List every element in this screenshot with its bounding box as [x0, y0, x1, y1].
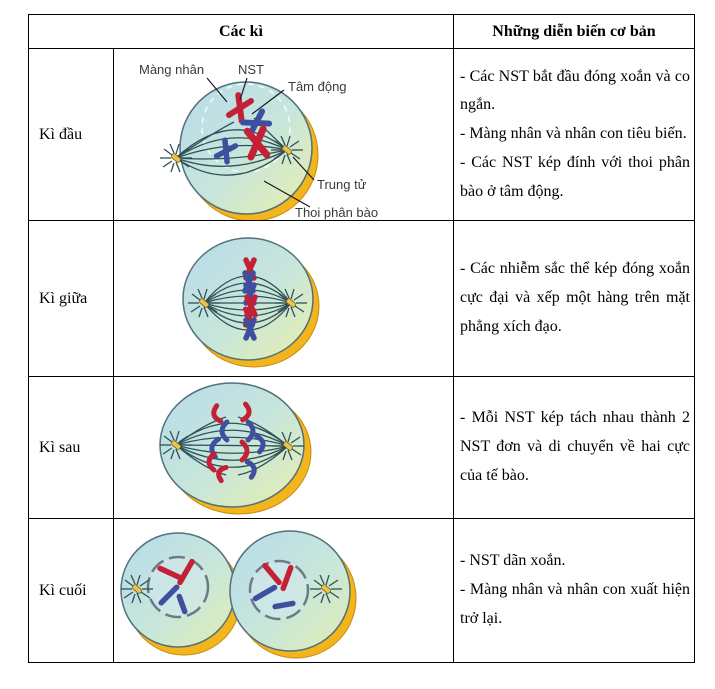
telophase-illustration-cell — [113, 518, 454, 663]
phase-label-anaphase: Kì sau — [28, 376, 114, 519]
leader-thoi-phan-bao — [263, 179, 311, 208]
chromosomes-left-nucleus — [157, 558, 195, 614]
phase-label-telophase: Kì cuối — [28, 518, 114, 663]
mitosis-table: Các kì Những diễn biến cơ bản Kì đầu — [28, 14, 695, 663]
chromosome-red — [226, 91, 254, 124]
event-line: - Các NST bắt đầu đóng xoắn và co ngắn. — [460, 67, 690, 114]
prophase-illustration: Màng nhân NST Tâm động Trung tử Thoi phâ… — [139, 62, 378, 220]
illustration-labels: Màng nhân NST Tâm động Trung tử Thoi phâ… — [139, 62, 378, 220]
metaphase-illustration — [182, 236, 320, 367]
event-line: - Các nhiễm sắc thể kép đóng xoắn cực đạ… — [460, 260, 690, 335]
telophase-illustration — [120, 529, 357, 658]
metaphase-plate-chromosomes — [242, 256, 258, 341]
label-trung-tu: Trung tử — [317, 177, 367, 192]
chromosomes-right-nucleus — [252, 562, 296, 609]
phase-label-metaphase: Kì giữa — [28, 220, 114, 377]
event-line: - Màng nhân và nhân con xuất hiện trở lạ… — [460, 581, 690, 627]
leader-nst — [239, 77, 248, 100]
row-telophase: Kì cuối — [28, 518, 695, 663]
telophase-events: - NST dãn xoắn. - Màng nhân và nhân con … — [453, 518, 695, 663]
label-tam-dong: Tâm động — [288, 79, 347, 94]
label-thoi-phan-bao: Thoi phân bào — [295, 205, 378, 220]
event-line: - Mỗi NST kép tách nhau thành 2 NST đơn … — [460, 409, 690, 484]
phase-label-prophase: Kì đầu — [28, 48, 114, 221]
header-phases: Các kì — [28, 14, 454, 49]
prophase-events: - Các NST bắt đầu đóng xoắn và co ngắn. … — [453, 48, 695, 221]
leader-tam-dong — [251, 89, 285, 114]
row-prophase: Kì đầu — [28, 48, 695, 221]
chromosomes-right-group — [239, 401, 266, 480]
label-mang-nhan: Màng nhân — [139, 62, 204, 77]
header-row: Các kì Những diễn biến cơ bản — [28, 14, 695, 49]
leader-trung-tu — [292, 156, 315, 180]
event-line: - Các NST kép đính với thoi phân bào ở t… — [460, 153, 690, 200]
leader-mang-nhan — [206, 77, 228, 102]
event-line: - NST dãn xoắn. — [460, 552, 566, 570]
nucleus-right — [248, 559, 310, 620]
daughter-cell-right — [229, 529, 351, 652]
row-anaphase: Kì sau — [28, 376, 695, 519]
chromosome-blue — [239, 107, 273, 138]
header-events: Những diễn biến cơ bản — [453, 14, 695, 49]
chromosome-red — [243, 125, 271, 160]
anaphase-illustration-cell — [113, 376, 454, 519]
event-line: - Màng nhân và nhân con tiêu biến. — [460, 125, 687, 143]
chromosomes-left-group — [206, 402, 230, 483]
anaphase-events: - Mỗi NST kép tách nhau thành 2 NST đơn … — [453, 376, 695, 519]
row-metaphase: Kì giữa — [28, 220, 695, 377]
label-nst: NST — [238, 62, 264, 77]
chromosome-blue — [213, 136, 239, 165]
metaphase-events: - Các nhiễm sắc thể kép đóng xoắn cực đạ… — [453, 220, 695, 377]
metaphase-illustration-cell — [113, 220, 454, 377]
prophase-illustration-cell: Màng nhân NST Tâm động Trung tử Thoi phâ… — [113, 48, 454, 221]
anaphase-illustration — [159, 381, 312, 514]
